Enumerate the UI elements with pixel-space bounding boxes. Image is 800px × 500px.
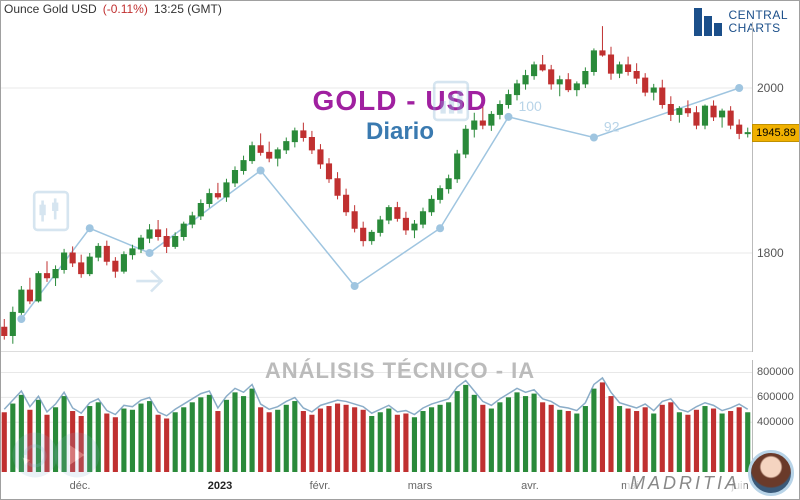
- chart-header: Ounce Gold USD (-0.11%) 13:25 (GMT): [4, 2, 222, 16]
- price-y-axis: 18002000: [752, 22, 800, 352]
- chart-title-main: GOLD - USD: [313, 85, 488, 117]
- last-price-tag: 1945.89: [752, 124, 800, 142]
- chart-title-sub: Diario: [366, 118, 434, 146]
- author-watermark: MADRITIA: [626, 473, 744, 494]
- svg-text:92: 92: [604, 119, 620, 135]
- change-label: (-0.11%): [103, 2, 148, 16]
- timestamp-label: 13:25 (GMT): [154, 2, 222, 16]
- svg-text:100: 100: [518, 98, 542, 114]
- price-chart-pane[interactable]: 100 92: [0, 22, 752, 352]
- author-avatar-icon[interactable]: [748, 450, 794, 496]
- symbol-label: Ounce Gold USD: [4, 2, 97, 16]
- analysis-subtitle: ANÁLISIS TÉCNICO - IA: [265, 358, 535, 384]
- price-chart-svg: 100 92: [0, 22, 752, 352]
